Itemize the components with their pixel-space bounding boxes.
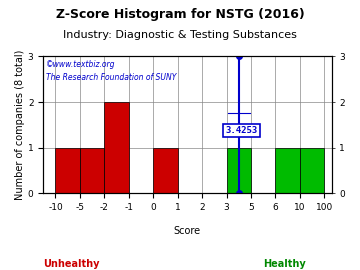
Bar <box>275 148 300 194</box>
X-axis label: Score: Score <box>174 226 201 236</box>
Text: The Research Foundation of SUNY: The Research Foundation of SUNY <box>46 73 176 82</box>
Bar <box>300 148 324 194</box>
Bar <box>55 148 80 194</box>
Text: Industry: Diagnostic & Testing Substances: Industry: Diagnostic & Testing Substance… <box>63 30 297 40</box>
Text: Z-Score Histogram for NSTG (2016): Z-Score Histogram for NSTG (2016) <box>56 8 304 21</box>
Y-axis label: Number of companies (8 total): Number of companies (8 total) <box>15 50 25 200</box>
Bar <box>80 148 104 194</box>
Bar <box>226 148 251 194</box>
Text: Unhealthy: Unhealthy <box>43 259 100 269</box>
Bar <box>104 102 129 194</box>
Text: 3.4253: 3.4253 <box>225 126 257 135</box>
Text: Healthy: Healthy <box>263 259 306 269</box>
Text: ©www.textbiz.org: ©www.textbiz.org <box>46 60 116 69</box>
Bar <box>153 148 177 194</box>
